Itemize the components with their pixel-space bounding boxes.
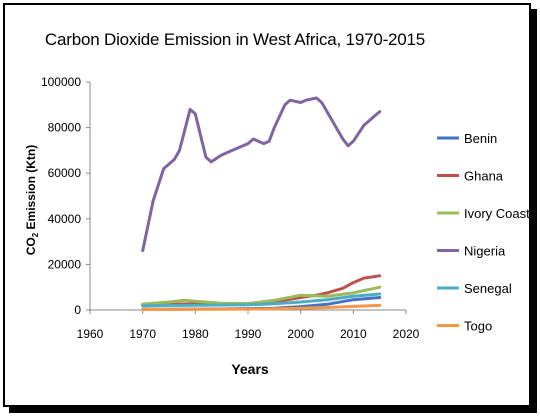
series-line-senegal: [141, 292, 382, 308]
y-tick-label: 20000: [48, 257, 82, 271]
x-tick-label: 1970: [129, 327, 156, 341]
legend-label-ghana: Ghana: [464, 169, 504, 184]
y-tick-label: 0: [74, 303, 81, 317]
legend-label-ivory-coast: Ivory Coast: [464, 206, 530, 221]
y-tick-label: 100000: [41, 75, 81, 89]
chart-frame: [3, 3, 531, 407]
series-line-nigeria: [141, 96, 382, 253]
x-tick-label: 2000: [287, 327, 314, 341]
x-tick-label: 1990: [235, 327, 262, 341]
legend-label-togo: Togo: [464, 319, 492, 334]
legend-label-senegal: Senegal: [464, 281, 512, 296]
chart-title: Carbon Dioxide Emission in West Africa, …: [44, 30, 426, 49]
y-tick-label: 40000: [48, 212, 82, 226]
x-tick-label: 2010: [340, 327, 367, 341]
series-line-togo: [141, 303, 382, 311]
y-tick-label: 80000: [48, 121, 82, 135]
x-tick-label: 1960: [77, 327, 104, 341]
y-tick-label: 60000: [48, 166, 82, 180]
legend-label-nigeria: Nigeria: [464, 244, 506, 259]
x-axis-label: Years: [231, 361, 269, 377]
legend-label-benin: Benin: [464, 131, 497, 146]
x-tick-label: 2020: [393, 327, 420, 341]
x-tick-label: 1980: [182, 327, 209, 341]
